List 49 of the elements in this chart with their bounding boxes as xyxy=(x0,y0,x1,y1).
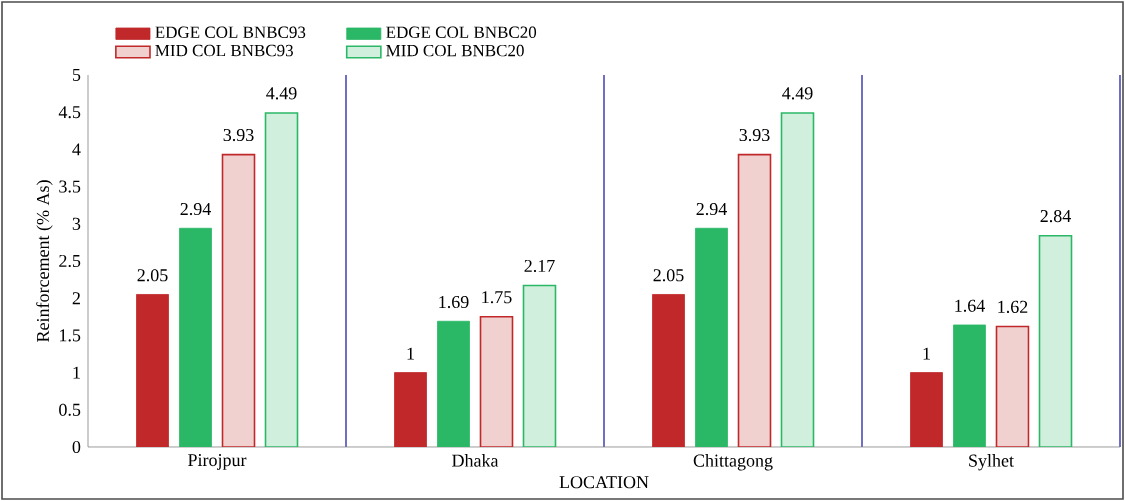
y-tick-label: 1 xyxy=(73,366,80,379)
data-label: 4.49 xyxy=(782,87,813,100)
legend-label: EDGE COL BNBC93 xyxy=(155,26,306,38)
bar xyxy=(995,325,1030,447)
bar xyxy=(1038,234,1073,447)
bar xyxy=(780,112,815,447)
data-label: 1 xyxy=(407,347,414,360)
bar xyxy=(221,153,256,447)
legend-label: EDGE COL BNBC20 xyxy=(386,26,537,38)
y-tick-label: 2.5 xyxy=(59,254,81,268)
data-label: 1.62 xyxy=(998,300,1028,313)
data-label: 2.05 xyxy=(137,269,168,282)
data-label: 2.17 xyxy=(524,259,555,273)
bar xyxy=(479,315,514,447)
bar xyxy=(652,294,685,447)
legend-label: MID COL BNBC93 xyxy=(155,44,293,57)
x-tick-label: Pirojpur xyxy=(188,454,247,470)
data-label: 2.05 xyxy=(653,269,684,282)
y-tick-label: 3 xyxy=(72,217,81,230)
y-tick-label: 3.5 xyxy=(59,180,81,193)
x-tick-label: Sylhet xyxy=(969,454,1014,471)
data-label: 3.93 xyxy=(739,128,770,142)
data-label: 1.69 xyxy=(439,296,469,309)
y-tick-label: 4 xyxy=(72,143,81,156)
legend-label: MID COL BNBC20 xyxy=(386,44,524,57)
y-tick-label: 1.5 xyxy=(60,329,81,342)
data-label: 2.94 xyxy=(180,203,211,216)
data-label: 3.93 xyxy=(223,128,254,142)
data-label: 4.49 xyxy=(266,87,297,100)
y-tick-label: 0 xyxy=(72,440,81,454)
data-label: 1.64 xyxy=(955,299,985,312)
y-tick-label: 0.5 xyxy=(59,403,81,416)
bar xyxy=(737,153,772,447)
x-tick-label: Dhaka xyxy=(452,454,499,467)
y-tick-label: 5 xyxy=(72,69,81,81)
data-label: 2.84 xyxy=(1040,209,1071,223)
data-label: 2.94 xyxy=(696,203,727,216)
bar xyxy=(264,112,299,447)
bar xyxy=(910,372,943,447)
data-label: 1.75 xyxy=(482,291,512,304)
x-tick-label: Chittagong xyxy=(693,454,773,471)
data-label: 1 xyxy=(923,347,930,360)
bar xyxy=(394,372,427,447)
y-tick-label: 2 xyxy=(72,292,80,305)
y-tick-label: 4.5 xyxy=(58,106,81,119)
bar xyxy=(136,294,169,447)
bar xyxy=(522,284,557,447)
y-axis-title: Reinforcement (% As) xyxy=(36,180,53,342)
x-axis-title: LOCATION xyxy=(559,476,649,489)
